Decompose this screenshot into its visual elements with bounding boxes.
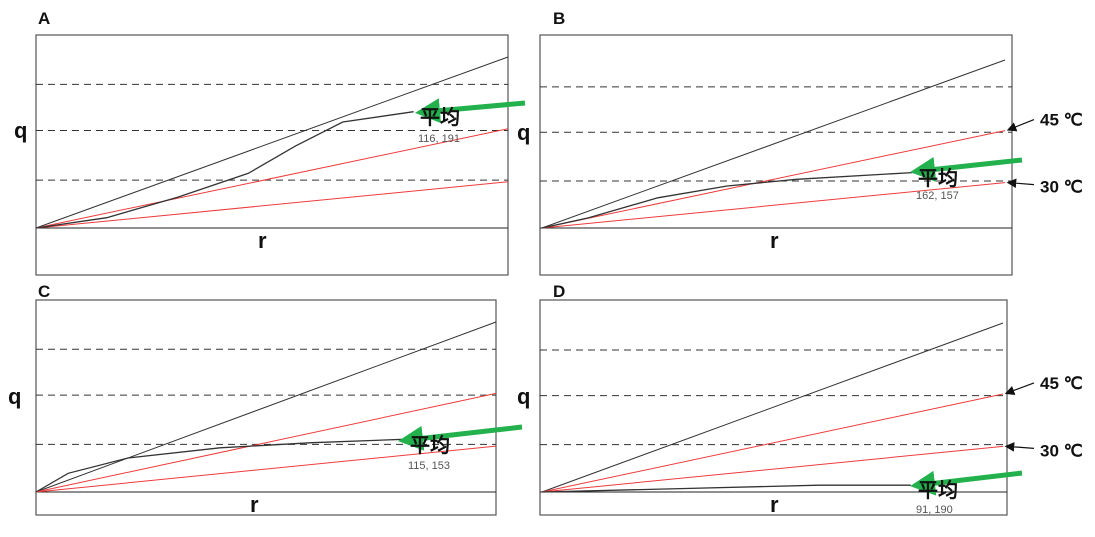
y-axis-label: q: [8, 384, 21, 409]
series-line-0: [35, 321, 497, 493]
average-label: 平均: [420, 105, 460, 129]
series-line-1: [541, 130, 1006, 229]
temperature-label: 45 ℃: [1040, 111, 1083, 130]
temperature-pointer-0: [1006, 119, 1035, 132]
series-line-3: [35, 111, 414, 229]
average-value: 115, 153: [408, 460, 450, 472]
plot-frame: [539, 34, 1013, 276]
x-axis-label: r: [770, 228, 779, 253]
series-line-0: [541, 59, 1006, 229]
y-axis-label: q: [517, 384, 530, 409]
series-line-2: [35, 181, 509, 229]
series-line-3: [35, 438, 405, 493]
series-line-0: [541, 322, 1004, 493]
series-line-1: [35, 128, 509, 229]
series-line-2: [35, 445, 497, 493]
panel-label: A: [38, 9, 50, 28]
series-line-3: [541, 171, 913, 229]
panel-label: B: [553, 9, 565, 28]
green-arrow-icon: [910, 470, 1023, 496]
y-axis-label: q: [14, 118, 27, 143]
series-line-2: [541, 445, 1004, 493]
green-arrow-icon: [398, 424, 523, 451]
temperature-label: 30 ℃: [1040, 441, 1083, 460]
y-axis-label: q: [517, 120, 530, 145]
x-axis-label: r: [258, 228, 267, 253]
average-value: 162, 157: [916, 190, 959, 202]
series-line-0: [35, 56, 509, 229]
average-label: 平均: [410, 433, 450, 457]
series-line-1: [35, 392, 497, 493]
panel-label: D: [553, 282, 565, 301]
green-arrow-icon: [910, 156, 1023, 182]
x-axis-label: r: [250, 492, 259, 517]
average-label: 平均: [918, 478, 958, 502]
green-arrow-icon: [415, 98, 526, 124]
x-axis-label: r: [770, 492, 779, 517]
temperature-label: 45 ℃: [1040, 374, 1083, 393]
temperature-pointer-1: [1006, 178, 1035, 188]
series-line-2: [541, 182, 1006, 229]
average-value: 91, 190: [916, 504, 953, 516]
average-label: 平均: [918, 166, 958, 190]
series-line-3: [541, 484, 911, 493]
average-value: 116, 191: [418, 133, 460, 145]
series-line-1: [541, 393, 1004, 493]
temperature-pointer-0: [1004, 382, 1035, 395]
temperature-label: 30 ℃: [1040, 178, 1083, 197]
panel-label: C: [38, 282, 50, 301]
plot-frame: [35, 34, 509, 276]
temperature-pointer-1: [1004, 442, 1035, 452]
